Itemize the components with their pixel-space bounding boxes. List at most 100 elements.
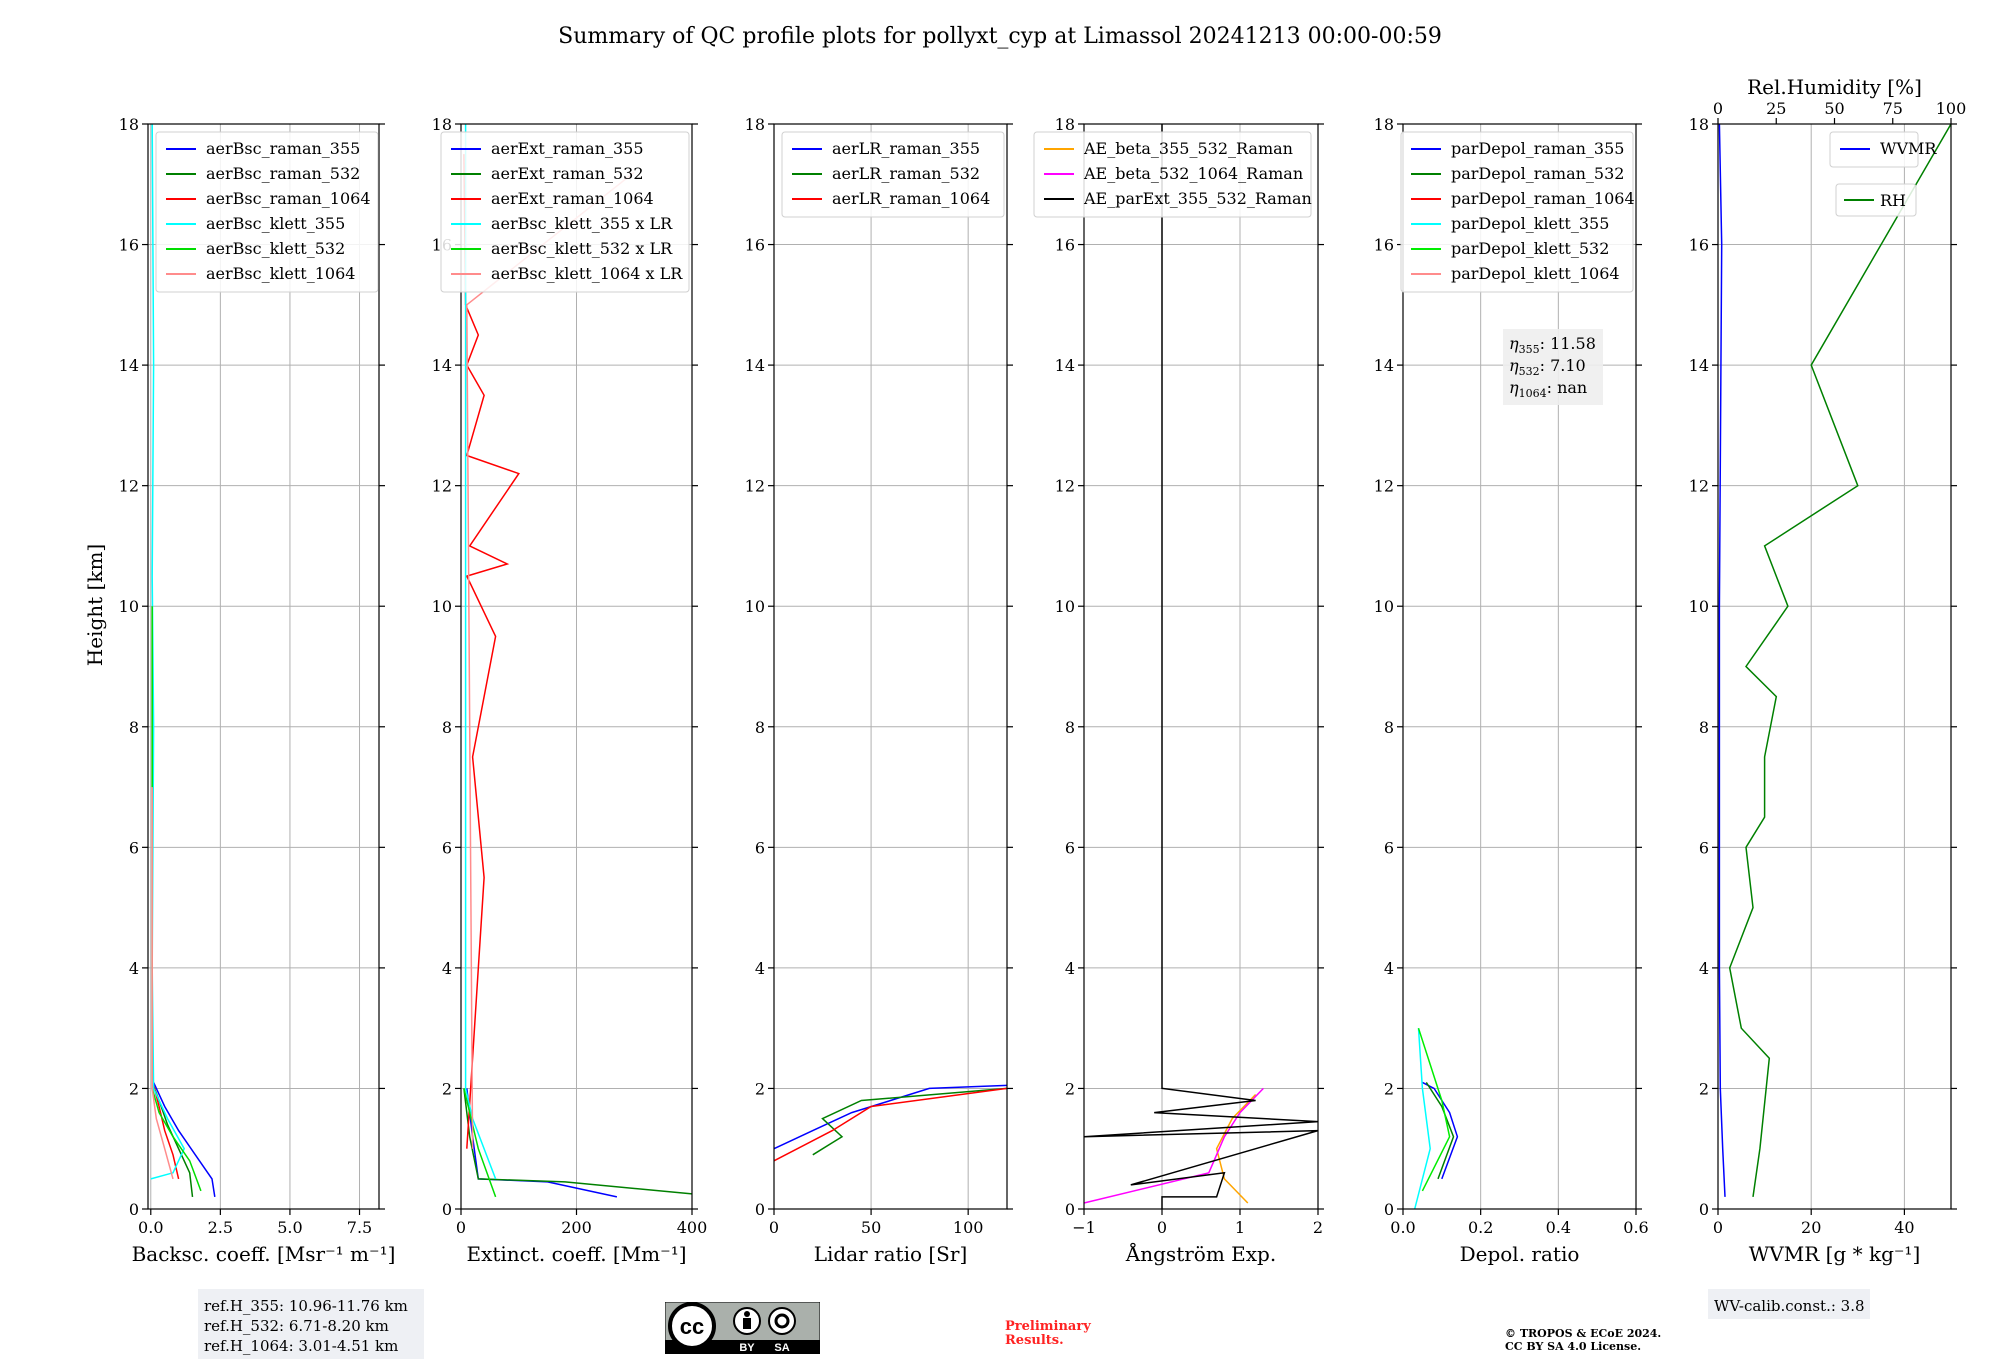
top-x-tick-label: 50: [1824, 99, 1844, 118]
top-x-tick-label: 100: [1936, 99, 1967, 118]
x-tick-label: 0: [456, 1218, 466, 1237]
axes-frame: [1402, 123, 1637, 1210]
y-tick-label: 16: [1374, 236, 1394, 255]
y-tick-label: 12: [1055, 477, 1075, 496]
y-tick-label: 18: [1055, 115, 1075, 134]
y-tick-label: 8: [442, 718, 452, 737]
y-tick-label: 16: [1689, 236, 1709, 255]
legend-label: WVMR: [1880, 139, 1937, 158]
y-tick-label: 8: [129, 718, 139, 737]
y-tick-label: 10: [1055, 597, 1075, 616]
y-tick-label: 14: [745, 356, 765, 375]
x-tick-label: 0.0: [1390, 1218, 1415, 1237]
annotation-box: [198, 1289, 424, 1359]
preliminary-note: Preliminary Results.: [1005, 1320, 1091, 1348]
y-tick-label: 4: [1384, 959, 1394, 978]
legend-label: aerBsc_klett_532: [206, 239, 345, 258]
x-tick-label: 0.2: [1468, 1218, 1493, 1237]
y-tick-label: 8: [1699, 718, 1709, 737]
series-WVMR: [1718, 123, 1726, 1197]
legend-box: [1400, 131, 1634, 293]
x-tick-label: −1: [1072, 1218, 1096, 1237]
legend-label: aerExt_raman_355: [491, 139, 644, 158]
top-x-tick-label: 75: [1883, 99, 1903, 118]
x-axis-label: Lidar ratio [Sr]: [814, 1242, 968, 1266]
legend-box: [155, 131, 379, 293]
y-tick-label: 14: [1689, 356, 1709, 375]
top-x-tick-label: 25: [1766, 99, 1786, 118]
x-tick-label: 40: [1894, 1218, 1914, 1237]
series-parDepol_raman_532: [1425, 1081, 1455, 1180]
axes-frame: [1717, 123, 1952, 1210]
legend-label: aerExt_raman_532: [491, 164, 644, 183]
y-tick-label: 4: [755, 959, 765, 978]
annotation-line: ref.H_1064: 3.01-4.51 km: [204, 1337, 398, 1355]
figure-title: Summary of QC profile plots for pollyxt_…: [558, 24, 1442, 49]
y-tick-label: 2: [442, 1079, 452, 1098]
annotation-line: WV-calib.const.: 3.8: [1714, 1297, 1865, 1315]
series-aerLR_raman_1064: [773, 1087, 1008, 1162]
y-tick-label: 6: [1384, 838, 1394, 857]
y-tick-label: 6: [1065, 838, 1075, 857]
legend-label: AE_parExt_355_532_Raman: [1083, 189, 1312, 208]
sa-icon: [768, 1307, 796, 1335]
by-icon: [733, 1307, 761, 1335]
legend-label: parDepol_klett_355: [1451, 214, 1609, 233]
top-axis-label: Rel.Humidity [%]: [1747, 75, 1922, 99]
legend-label: aerBsc_klett_355: [206, 214, 345, 233]
y-tick-label: 18: [432, 115, 452, 134]
x-tick-label: 2: [1313, 1218, 1323, 1237]
legend: parDepol_raman_355 parDepol_raman_532 parD…: [1400, 131, 1635, 293]
panel-extinction: 0246810121416180200400Extinct. coeff. [M…: [432, 115, 708, 1266]
y-tick-label: 4: [129, 959, 139, 978]
copyright-line1: © TROPOS & ECoE 2024.: [1505, 1327, 1662, 1340]
annotation-line: ref.H_355: 10.96-11.76 km: [204, 1297, 408, 1315]
y-tick-label: 12: [432, 477, 452, 496]
legend: AE_beta_355_532_Raman AE_beta_532_1064_Ra…: [1033, 131, 1312, 218]
panel-lidar_ratio: 0 2 4 6 8 10 12 14 16 18 0 50 100 Lidar ratio [Sr] aer…: [745, 115, 1013, 1266]
y-tick-label: 14: [119, 356, 139, 375]
y-tick-label: 14: [432, 356, 452, 375]
series-aerBsc_klett_355 x LR: [464, 124, 497, 1180]
y-tick-label: 4: [1699, 959, 1709, 978]
x-tick-label: 400: [677, 1218, 708, 1237]
legend-box: [1829, 131, 1919, 168]
x-tick-label: 100: [953, 1218, 984, 1237]
legend-label: aerBsc_raman_1064: [206, 189, 371, 208]
x-tick-label: 0: [769, 1218, 779, 1237]
x-tick-label: 2.5: [208, 1218, 233, 1237]
legend-label: parDepol_raman_1064: [1451, 189, 1635, 208]
y-tick-label: 18: [745, 115, 765, 134]
copyright-line2: CC BY SA 4.0 License.: [1505, 1340, 1642, 1353]
y-tick-label: 10: [432, 597, 452, 616]
x-axis-label: Extinct. coeff. [Mm⁻¹]: [466, 1242, 686, 1266]
series-aerBsc_raman_355: [152, 1082, 216, 1198]
x-tick-label: 0: [1713, 1218, 1723, 1237]
eta-line: η532: 7.10: [1509, 356, 1586, 378]
legend-box: [1033, 131, 1312, 218]
y-tick-label: 12: [745, 477, 765, 496]
legend-label: AE_beta_532_1064_Raman: [1083, 164, 1303, 183]
legend-label: AE_beta_355_532_Raman: [1083, 139, 1293, 158]
series-aerExt_raman_1064: [463, 154, 520, 1149]
eta-line: η355: 11.58: [1509, 334, 1596, 356]
x-axis-label: WVMR [g * kg⁻¹]: [1749, 1242, 1921, 1266]
eta-line: η1064: nan: [1509, 378, 1587, 400]
x-axis-label: Ångström Exp.: [1125, 1241, 1276, 1266]
cc-by-label: BY: [739, 1342, 755, 1354]
series-aerLR_raman_532: [812, 1087, 1008, 1156]
legend-label: aerBsc_klett_355 x LR: [491, 214, 673, 233]
y-tick-label: 0: [442, 1200, 452, 1219]
legend-label: parDepol_raman_355: [1451, 139, 1624, 158]
x-tick-label: 5.0: [277, 1218, 302, 1237]
panel-backscatter: 0 2 4 6 8 10 12 14 16 18 0.0 2.5 5.0 7.5 Backsc. coeff…: [119, 115, 424, 1359]
y-tick-label: 2: [755, 1079, 765, 1098]
y-tick-label: 0: [755, 1200, 765, 1219]
y-tick-label: 18: [119, 115, 139, 134]
y-tick-label: 18: [1689, 115, 1709, 134]
x-tick-label: 20: [1801, 1218, 1821, 1237]
cc-logo-text: cc: [680, 1314, 704, 1339]
series-aerBsc_klett_1064: [151, 787, 174, 1180]
legend: aerLR_raman_355 aerLR_raman_532 aerLR_rama…: [781, 131, 1005, 218]
y-tick-label: 0: [129, 1200, 139, 1219]
